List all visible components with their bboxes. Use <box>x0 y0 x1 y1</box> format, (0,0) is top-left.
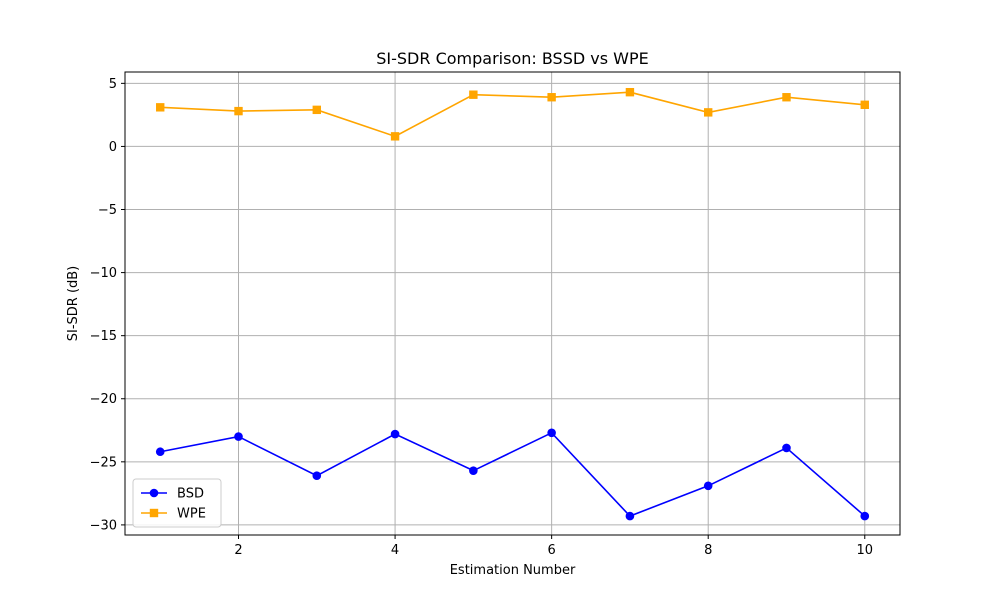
data-point-wpe <box>312 105 321 115</box>
legend-label: WPE <box>177 507 206 522</box>
data-point-wpe <box>390 132 400 141</box>
chart-title: SI-SDR Comparison: BSSD vs WPE <box>376 49 648 68</box>
data-point-bsd <box>469 466 478 475</box>
y-tick-label: −30 <box>90 518 117 533</box>
data-point-wpe <box>547 93 556 102</box>
data-point-bsd <box>860 511 870 521</box>
legend-item-bsd: BSD <box>141 487 204 502</box>
data-point-bsd <box>625 511 635 521</box>
series-wpe <box>156 87 869 141</box>
x-tick-label: 8 <box>704 543 712 558</box>
data-point-bsd <box>234 432 243 441</box>
x-axis-label: Estimation Number <box>450 563 576 578</box>
grid-lines <box>125 72 900 535</box>
y-tick-label: −5 <box>98 203 117 218</box>
y-tick-label: −10 <box>90 266 117 281</box>
x-tick-label: 10 <box>856 543 873 558</box>
y-tick-label: 0 <box>109 140 117 155</box>
axis-ticks: 2 4 6 8 10 5 0 −5 −10 −15 −20 −25 −30 <box>90 77 873 558</box>
data-point-wpe <box>704 108 713 117</box>
y-axis-label: SI-SDR (dB) <box>66 266 81 342</box>
legend-item-wpe: WPE <box>141 507 206 522</box>
data-point-bsd <box>155 447 165 457</box>
data-point-wpe <box>625 87 635 97</box>
x-tick-label: 4 <box>391 543 399 558</box>
series-bsd <box>155 428 870 521</box>
series-line-bsd <box>160 431 866 518</box>
y-tick-label: −25 <box>90 455 117 470</box>
plot-frame <box>124 71 901 536</box>
x-tick-label: 2 <box>234 543 242 558</box>
x-tick-label: 6 <box>548 543 556 558</box>
data-point-bsd <box>782 443 791 453</box>
legend-label: BSD <box>177 487 204 502</box>
series-line-wpe <box>160 91 865 138</box>
data-point-bsd <box>547 428 556 438</box>
data-point-wpe <box>156 103 165 112</box>
data-point-wpe <box>782 93 791 102</box>
data-point-wpe <box>860 100 869 110</box>
legend-marker <box>149 488 159 498</box>
data-point-wpe <box>469 90 478 99</box>
data-point-wpe <box>234 106 243 116</box>
data-point-bsd <box>390 429 400 439</box>
y-tick-label: −15 <box>90 329 117 344</box>
data-point-bsd <box>312 471 322 481</box>
y-tick-label: 5 <box>109 77 117 92</box>
legend: BSD WPE <box>132 478 222 528</box>
legend-marker <box>149 508 159 518</box>
y-tick-label: −20 <box>90 392 117 407</box>
series-layer <box>155 87 870 521</box>
data-point-bsd <box>703 481 713 491</box>
